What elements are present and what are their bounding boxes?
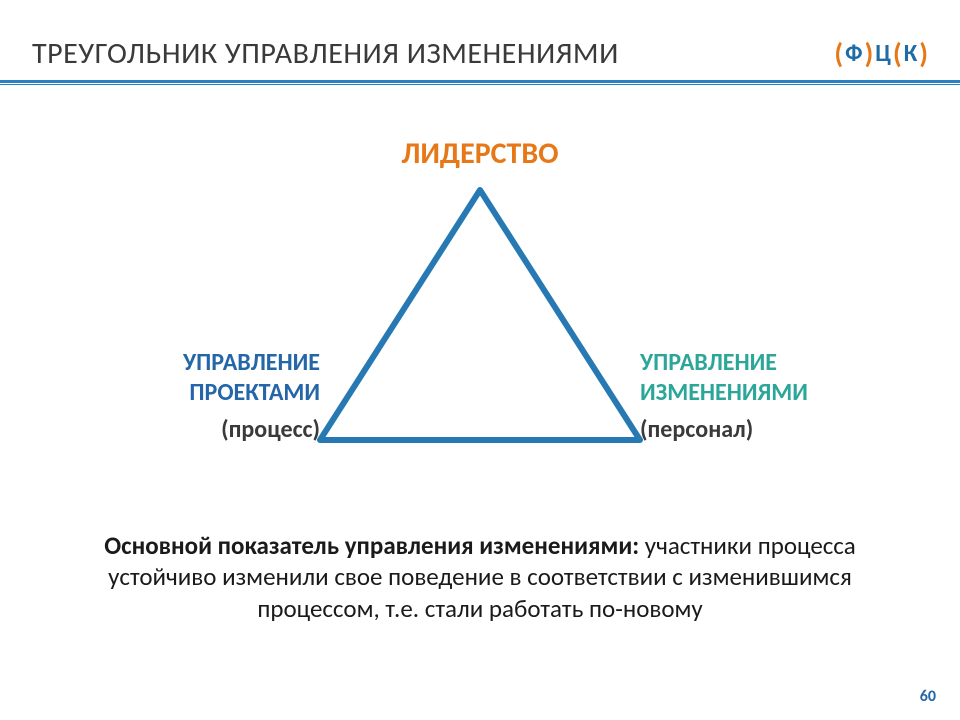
slide: ТРЕУГОЛЬНИК УПРАВЛЕНИЯ ИЗМЕНЕНИЯМИ ( Ф )… [0,0,960,720]
left-vertex-line1: УПРАВЛЕНИЕ [183,348,320,377]
header: ТРЕУГОЛЬНИК УПРАВЛЕНИЯ ИЗМЕНЕНИЯМИ ( Ф )… [32,28,928,78]
apex-label: ЛИДЕРСТВО [0,135,960,172]
slide-title: ТРЕУГОЛЬНИК УПРАВЛЕНИЯ ИЗМЕНЕНИЯМИ [32,35,619,72]
right-vertex-label: УПРАВЛЕНИЕ ИЗМЕНЕНИЯМИ [640,348,920,408]
logo-bracket-close-icon: ) [864,36,873,71]
left-vertex-label: УПРАВЛЕНИЕ ПРОЕКТАМИ [110,348,320,408]
logo-bracket-open-icon: ( [834,36,843,71]
logo-letter-3: К [904,39,918,68]
logo-bracket-close2-icon: ) [919,36,928,71]
right-vertex-sub: (персонал) [640,415,920,444]
page-number: 60 [920,687,936,706]
header-rule-thick [0,80,960,83]
right-vertex-line2: ИЗМЕНЕНИЯМИ [640,378,808,407]
body-lead: Основной показатель управления изменения… [104,530,639,561]
body-text: Основной показатель управления изменения… [70,530,890,624]
triangle-polygon [320,190,640,440]
left-vertex-sub: (процесс) [110,415,320,444]
logo-letter-2: Ц [875,39,891,68]
triangle-diagram: ЛИДЕРСТВО УПРАВЛЕНИЕ ПРОЕКТАМИ (процесс)… [0,100,960,480]
logo-bracket-open2-icon: ( [893,36,902,71]
right-vertex-line1: УПРАВЛЕНИЕ [640,348,777,377]
left-vertex-line2: ПРОЕКТАМИ [189,378,320,407]
logo: ( Ф ) Ц ( К ) [834,36,928,71]
logo-letter-1: Ф [845,39,862,68]
header-rule-thin [0,84,960,85]
